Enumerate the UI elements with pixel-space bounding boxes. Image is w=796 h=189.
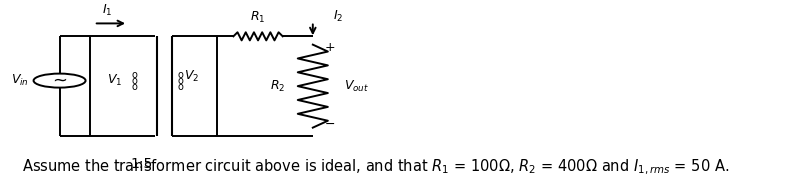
Text: o: o bbox=[178, 76, 184, 86]
Text: $V_{out}$: $V_{out}$ bbox=[344, 79, 369, 94]
Text: $V_{in}$: $V_{in}$ bbox=[11, 73, 29, 88]
Text: $V_1$: $V_1$ bbox=[107, 73, 122, 88]
Text: $I_1$: $I_1$ bbox=[102, 3, 113, 18]
Text: $I_2$: $I_2$ bbox=[334, 9, 344, 24]
Text: o: o bbox=[132, 70, 138, 80]
Text: o: o bbox=[132, 81, 138, 91]
Text: 1:5: 1:5 bbox=[131, 157, 153, 171]
Text: −: − bbox=[325, 118, 335, 131]
Text: $V_2$: $V_2$ bbox=[184, 69, 199, 84]
Text: o: o bbox=[132, 76, 138, 86]
Text: o: o bbox=[178, 81, 184, 91]
Text: $R_1$: $R_1$ bbox=[251, 10, 266, 26]
Text: o: o bbox=[178, 70, 184, 80]
Text: $R_2$: $R_2$ bbox=[270, 79, 286, 94]
Text: Assume the transformer circuit above is ideal, and that $R_1$ = 100$\Omega$, $R_: Assume the transformer circuit above is … bbox=[22, 157, 729, 177]
Text: ~: ~ bbox=[52, 72, 67, 90]
Text: +: + bbox=[325, 41, 335, 54]
